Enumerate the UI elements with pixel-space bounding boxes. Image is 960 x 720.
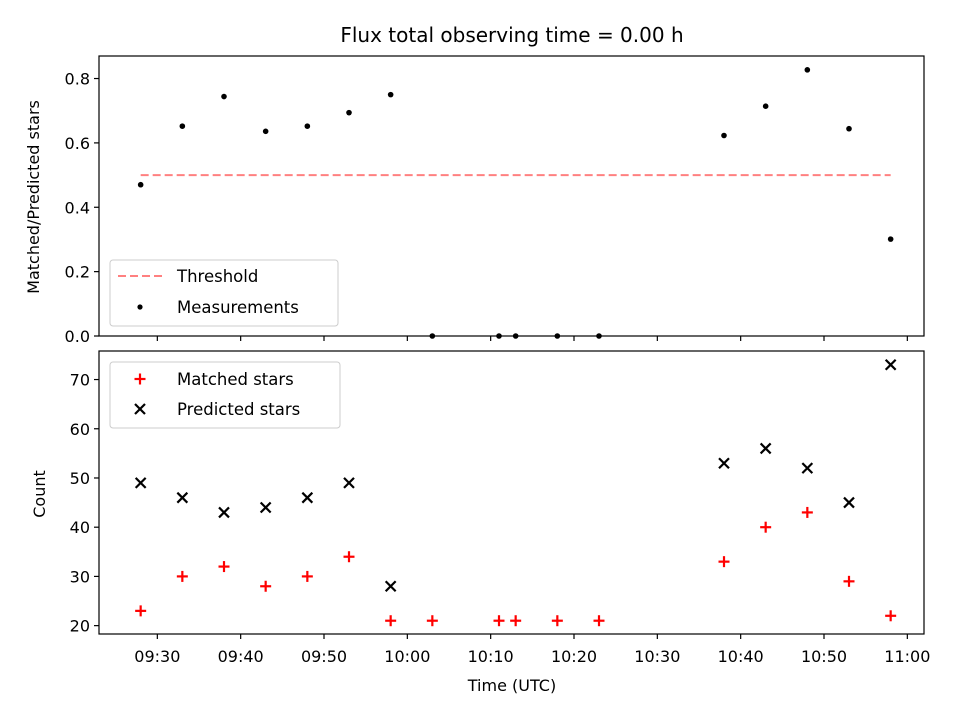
- matched-star-point: [301, 570, 313, 582]
- predicted-star-point: [343, 477, 355, 489]
- measurement-point: [346, 109, 352, 116]
- bottom-xtick-label: 11:00: [884, 647, 930, 666]
- bottom-xtick-label: 10:00: [384, 647, 430, 666]
- legend-threshold-label: Threshold: [176, 267, 258, 286]
- measurement-point: [262, 128, 269, 135]
- bottom-xtick-label: 10:30: [634, 647, 680, 666]
- measurement-point: [846, 125, 852, 132]
- matched-star-point: [493, 615, 505, 627]
- bottom-plot-panel: Count Time (UTC) 20 30 40 50 60 70 09:30 09:40…: [30, 350, 930, 695]
- bottom-xtick-label: 10:10: [468, 647, 514, 666]
- matched-star-point: [885, 610, 897, 622]
- matched-star-point: [510, 615, 522, 627]
- top-plot-title: Flux total observing time = 0.00 h: [340, 23, 683, 47]
- bottom-plot-frame: [98, 350, 925, 635]
- bottom-plot-xlabel: Time (UTC): [467, 676, 556, 695]
- legend-measurements-swatch: [137, 304, 143, 310]
- matched-star-point: [426, 615, 438, 627]
- predicted-star-point: [884, 359, 897, 371]
- measurement-point: [221, 93, 227, 100]
- legend-matched-label: Matched stars: [177, 370, 294, 389]
- legend-matched-swatch: [134, 373, 146, 385]
- matched-star-point: [593, 615, 605, 627]
- top-plot-yticks: 0.0 0.2 0.4 0.6 0.8: [65, 70, 99, 346]
- top-ytick-label: 0.4: [65, 198, 90, 217]
- predicted-star-point: [301, 491, 314, 504]
- bottom-ytick-label: 40: [70, 518, 90, 537]
- top-plot-ylabel: Matched/Predicted stars: [24, 100, 43, 294]
- predicted-star-point: [259, 501, 272, 514]
- matched-star-point: [260, 580, 272, 592]
- top-plot-frame: [98, 55, 925, 337]
- predicted-star-point: [384, 580, 397, 593]
- measurement-point: [304, 123, 311, 129]
- top-ytick-label: 0.6: [65, 134, 90, 153]
- matched-star-point: [343, 551, 355, 563]
- predicted-star-point: [134, 477, 147, 489]
- matched-star-point: [551, 615, 563, 627]
- matched-star-point: [760, 521, 772, 533]
- matched-star-point: [218, 561, 230, 573]
- top-ytick-label: 0.0: [65, 327, 90, 346]
- top-ytick-label: 0.8: [65, 70, 90, 89]
- measurement-point: [137, 181, 144, 188]
- matched-star-point: [801, 506, 813, 518]
- legend-predicted-marker: [134, 403, 146, 415]
- bottom-plot-xticks: 09:30 09:40 09:50 10:00 10:10 10:20 10:30 10:40…: [134, 634, 930, 666]
- bottom-xtick-label: 10:40: [718, 647, 764, 666]
- legend-predicted-swatch: [134, 403, 146, 415]
- top-ytick-label: 0.2: [65, 263, 90, 282]
- predicted-star-point: [218, 506, 230, 519]
- bottom-ytick-label: 70: [70, 371, 90, 390]
- measurement-point: [179, 123, 186, 129]
- bottom-ytick-label: 50: [70, 469, 90, 488]
- legend-matched-marker: [134, 373, 146, 385]
- matched-star-point: [843, 575, 855, 587]
- bottom-ytick-label: 60: [70, 420, 90, 439]
- bottom-ytick-label: 20: [70, 617, 90, 636]
- matched-star-point: [718, 556, 730, 568]
- matched-star-point: [176, 570, 188, 582]
- top-plot-xticks: [156, 336, 908, 341]
- bottom-xtick-label: 10:50: [801, 647, 847, 666]
- bottom-plot-marks: [134, 359, 897, 627]
- predicted-star-point: [176, 491, 189, 504]
- top-legend-box: [109, 259, 339, 327]
- bottom-ytick-label: 30: [70, 567, 90, 586]
- predicted-star-point: [759, 442, 772, 455]
- predicted-star-point: [843, 496, 855, 509]
- top-plot-legend: Threshold Measurements: [109, 259, 339, 327]
- bottom-xtick-label: 10:20: [551, 647, 597, 666]
- bottom-legend-box: [109, 361, 341, 429]
- measurement-point: [887, 236, 894, 242]
- legend-predicted-label: Predicted stars: [177, 400, 300, 419]
- measurement-point: [804, 67, 811, 73]
- bottom-xtick-label: 09:50: [301, 647, 347, 666]
- matched-star-point: [385, 615, 397, 627]
- bottom-plot-yticks: 20 30 40 50 60 70: [70, 371, 99, 636]
- bottom-plot-ylabel: Count: [30, 470, 49, 518]
- top-plot-marks: [137, 67, 894, 339]
- predicted-star-point: [801, 462, 814, 474]
- measurement-point: [762, 103, 769, 110]
- legend-measurements-label: Measurements: [177, 298, 299, 317]
- measurement-point: [721, 132, 727, 139]
- measurement-point: [387, 91, 394, 98]
- bottom-xtick-label: 09:30: [134, 647, 180, 666]
- bottom-xtick-label: 09:40: [218, 647, 264, 666]
- top-plot-panel: Flux total observing time = 0.00 h Match…: [24, 23, 925, 346]
- matched-star-point: [135, 605, 147, 617]
- predicted-star-point: [718, 457, 730, 469]
- bottom-plot-legend: Matched stars Predicted stars: [109, 361, 341, 429]
